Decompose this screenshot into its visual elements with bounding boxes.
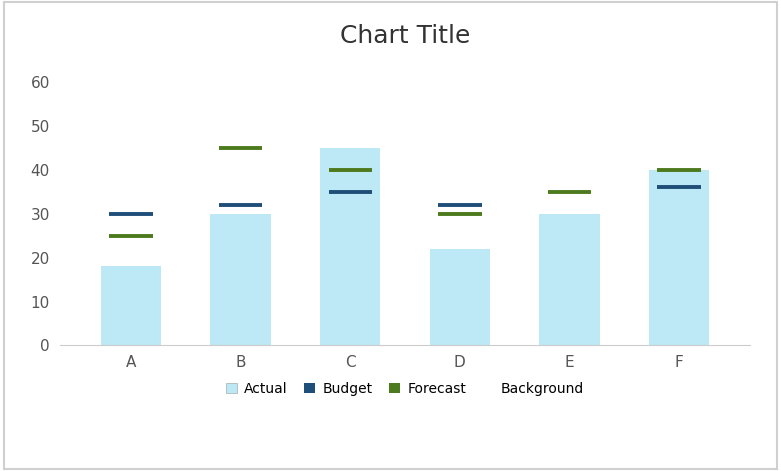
Legend: Actual, Budget, Forecast, Background: Actual, Budget, Forecast, Background [220, 376, 590, 401]
Bar [540, 214, 600, 345]
Bar [320, 148, 380, 345]
Bar [101, 267, 161, 345]
Bar [430, 249, 490, 345]
Bar [649, 170, 709, 345]
Title: Chart Title: Chart Title [340, 24, 470, 49]
Bar [210, 214, 271, 345]
